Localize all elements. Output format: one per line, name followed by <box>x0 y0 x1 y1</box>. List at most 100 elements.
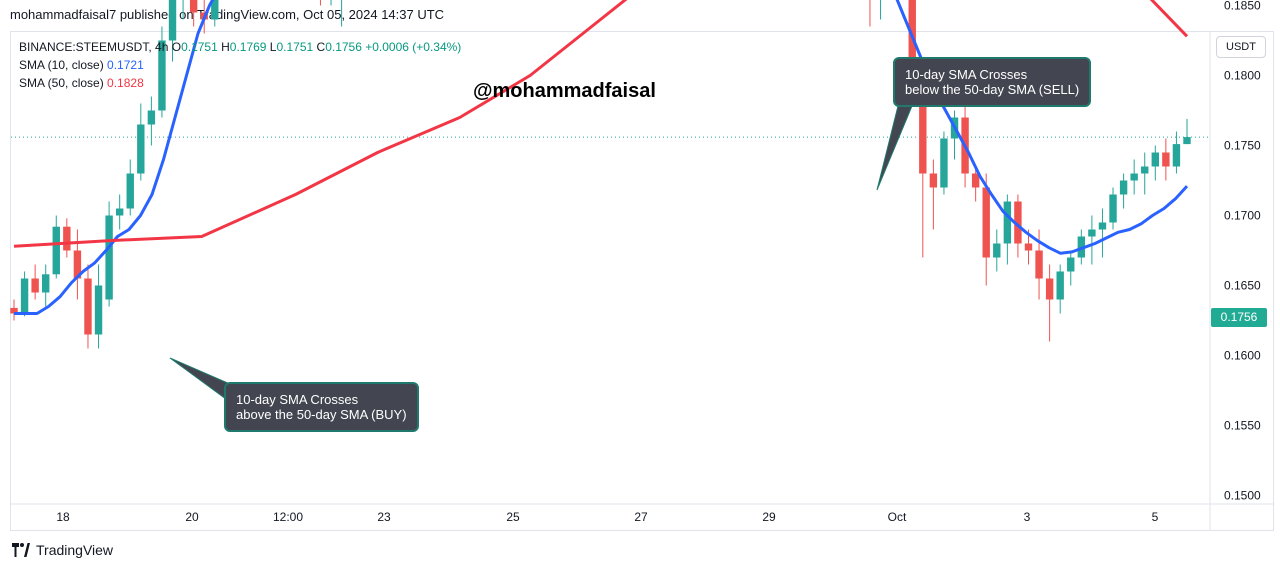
candle-body <box>42 274 50 293</box>
candle-body <box>211 0 219 20</box>
candle-body <box>73 250 82 279</box>
y-tick-label: 0.1550 <box>1224 419 1261 433</box>
ohlc-key-o: O <box>171 40 182 54</box>
y-tick-label: 0.1800 <box>1224 69 1261 83</box>
candle-body <box>1162 152 1170 167</box>
candle-body <box>168 0 177 41</box>
sell-callout[interactable]: 10-day SMA Crosses below the 50-day SMA … <box>893 57 1092 107</box>
candle-body <box>1130 173 1138 181</box>
ohlc-row: BINANCE:STEEMUSDT, 4h O0.1751 H0.1769 L0… <box>19 38 461 56</box>
y-tick-label: 0.1500 <box>1224 489 1261 503</box>
candlesticks <box>10 0 1191 349</box>
price-change: +0.0006 (+0.34%) <box>365 40 462 54</box>
candle-body <box>1151 152 1159 167</box>
candle-body <box>908 0 916 90</box>
y-tick-label: 0.1850 <box>1224 0 1261 13</box>
y-tick-label: 0.1600 <box>1224 349 1261 363</box>
sma50-label: SMA (50, close) <box>19 76 104 90</box>
candle-body <box>1024 243 1033 251</box>
buy-callout-line1: 10-day SMA Crosses <box>236 392 359 407</box>
grid-lines <box>11 32 1274 530</box>
y-tick-label: 0.1700 <box>1224 209 1261 223</box>
candle-body <box>1035 250 1043 279</box>
ohlc-key-c: C <box>313 40 326 54</box>
candle-body <box>1014 201 1022 244</box>
candle-body <box>1056 271 1064 300</box>
x-tick-label: Oct <box>888 510 907 524</box>
author-watermark: @mohammadfaisal <box>473 80 656 102</box>
x-axis: 18 20 12:00 23 25 27 29 Oct 3 5 <box>56 510 1158 524</box>
footer-brand[interactable]: TradingView <box>10 542 113 558</box>
candle-body <box>10 307 18 314</box>
y-tick-label: 0.1750 <box>1224 139 1261 153</box>
buy-callout[interactable]: 10-day SMA Crosses above the 50-day SMA … <box>224 382 419 432</box>
candle-body <box>94 285 103 335</box>
sell-callout-pointer <box>876 105 913 191</box>
candle-body <box>189 0 198 13</box>
ohlc-value-l: 0.1751 <box>276 40 314 54</box>
candle-body <box>137 124 145 174</box>
x-tick-label: 29 <box>762 510 776 524</box>
x-tick-label: 3 <box>1024 510 1031 524</box>
candle-body <box>1045 278 1054 300</box>
callout-pointers <box>169 105 913 403</box>
candle-body <box>1098 222 1107 230</box>
candle-body <box>1109 194 1117 223</box>
sma10-label: SMA (10, close) <box>19 58 104 72</box>
x-tick-label: 12:00 <box>273 510 303 524</box>
chart-frame <box>10 31 1274 531</box>
candle-body <box>940 138 948 188</box>
candle-body <box>63 226 71 251</box>
candle-body <box>1183 137 1191 145</box>
x-tick-label: 27 <box>634 510 648 524</box>
buy-callout-line2: above the 50-day SMA (BUY) <box>236 407 407 422</box>
tradingview-logo-icon <box>12 543 30 557</box>
footer-brand-label: TradingView <box>36 542 114 558</box>
candle-body <box>147 110 156 125</box>
currency-selector[interactable]: USDT <box>1216 36 1266 58</box>
candle-body <box>158 40 166 111</box>
ohlc-values: O0.1751 H0.1769 L0.1751 C0.1756 <box>172 40 366 54</box>
sma-lines <box>13 0 1189 315</box>
candle-body <box>126 173 134 209</box>
sell-callout-line2: below the 50-day SMA (SELL) <box>905 82 1080 97</box>
published-header: mohammadfaisal7 published on TradingView… <box>10 7 445 22</box>
candle-body <box>929 173 938 188</box>
candle-body <box>105 215 113 300</box>
candle-body <box>31 278 39 293</box>
candle-body <box>919 89 927 174</box>
candle-body <box>20 278 29 314</box>
ohlc-key-h: H <box>217 40 230 54</box>
symbol-label[interactable]: BINANCE:STEEMUSDT, 4h <box>19 40 169 54</box>
x-tick-label: 23 <box>377 510 391 524</box>
sma10-line <box>14 0 1189 315</box>
y-axis: 0.21000.20500.20000.19500.19000.18500.18… <box>1224 0 1261 503</box>
sma50-row[interactable]: SMA (50, close) 0.1828 <box>19 74 461 92</box>
ohlc-value-h: 0.1769 <box>229 40 267 54</box>
chart-legend: BINANCE:STEEMUSDT, 4h O0.1751 H0.1769 L0… <box>19 38 461 92</box>
x-tick-label: 25 <box>506 510 520 524</box>
ohlc-value-o: 0.1751 <box>181 40 218 54</box>
candle-body <box>1119 180 1128 195</box>
candle-body <box>993 243 1001 258</box>
sma50-line <box>13 0 1189 248</box>
x-tick-label: 20 <box>185 510 199 524</box>
candle-body <box>971 173 980 188</box>
candle-body <box>1088 229 1096 237</box>
ohlc-value-c: 0.1756 <box>325 40 362 54</box>
y-tick-label: 0.1650 <box>1224 279 1261 293</box>
x-tick-label: 5 <box>1152 510 1159 524</box>
candle-body <box>1067 257 1075 272</box>
candle-body <box>1172 144 1181 167</box>
candle-body <box>52 226 60 275</box>
sma10-value: 0.1721 <box>107 58 144 72</box>
x-tick-label: 18 <box>56 510 70 524</box>
sma10-row[interactable]: SMA (10, close) 0.1721 <box>19 56 461 74</box>
candle-body <box>84 278 92 335</box>
candle-body <box>115 208 124 216</box>
ohlc-key-l: L <box>266 40 277 54</box>
sma50-value: 0.1828 <box>107 76 144 90</box>
candle-body <box>1141 166 1149 174</box>
buy-callout-pointer <box>169 357 231 403</box>
